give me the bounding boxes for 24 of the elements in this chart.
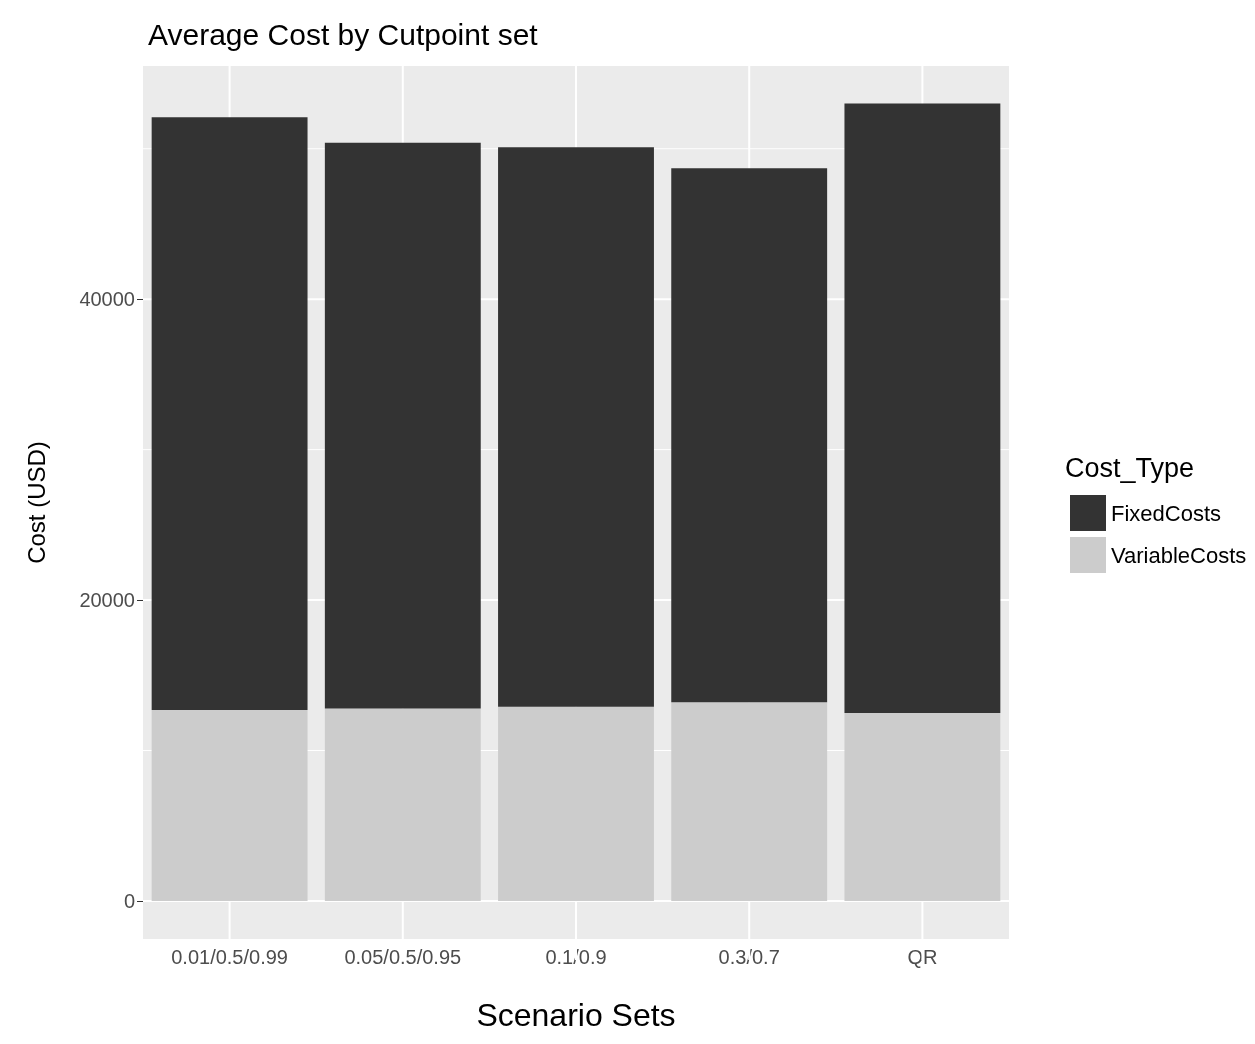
bar [324, 142, 481, 709]
legend-title: Cost_Type [1065, 452, 1195, 483]
y-tick-label: 0 [123, 889, 135, 912]
y-tick-label: 20000 [79, 589, 135, 612]
bar [671, 702, 828, 901]
chart-title: Average Cost by Cutpoint set [148, 17, 539, 51]
bar [498, 147, 654, 707]
x-tick-label: 0.05/0.5/0.95 [344, 946, 462, 968]
bar [324, 708, 481, 901]
bar [498, 706, 654, 901]
y-axis-title: Cost (USD) [22, 441, 50, 564]
legend-label: VariableCosts [1111, 542, 1247, 568]
bar [151, 117, 308, 710]
x-tick-label: 0.1/0.9 [545, 946, 607, 968]
x-tick-label: 0.01/0.5/0.99 [171, 946, 288, 968]
x-tick-label: QR [907, 946, 938, 968]
y-tick-label: 40000 [79, 288, 135, 311]
bar [844, 712, 1001, 901]
bar [671, 168, 828, 703]
x-tick-label: 0.3/0.7 [718, 946, 780, 968]
legend-label: FixedCosts [1111, 500, 1222, 526]
x-axis-title: Scenario Sets [476, 997, 676, 1033]
bar [151, 709, 308, 901]
bar [844, 103, 1001, 713]
